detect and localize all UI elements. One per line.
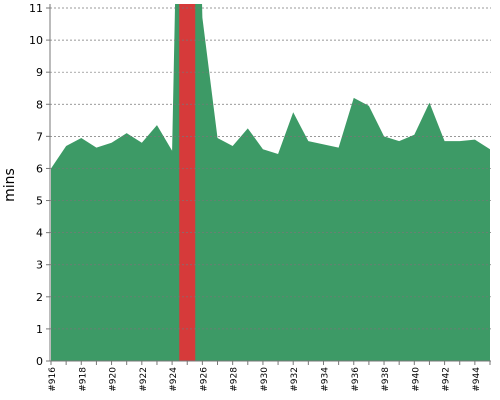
plot-area xyxy=(51,4,490,361)
x-tick-label: #942 xyxy=(442,367,452,392)
area xyxy=(51,4,490,361)
x-tick-label: #940 xyxy=(411,367,421,392)
x-tick-label: #924 xyxy=(169,367,179,392)
y-tick-label: 6 xyxy=(36,162,43,175)
y-tick-label: 7 xyxy=(36,130,43,143)
x-tick-label: #916 xyxy=(48,367,58,392)
y-tick-label: 10 xyxy=(29,34,43,47)
y-tick-label: 1 xyxy=(36,323,43,336)
y-tick-label: 5 xyxy=(36,195,43,208)
x-tick-label: #920 xyxy=(109,367,119,392)
x-tick-label: #922 xyxy=(139,367,149,392)
x-tick-label: #938 xyxy=(381,367,391,392)
x-tick-label: #944 xyxy=(472,367,482,392)
y-tick-label: 3 xyxy=(36,259,43,272)
y-tick-label: 11 xyxy=(29,2,43,15)
y-tick-label: 4 xyxy=(36,227,43,240)
x-tick-label: #930 xyxy=(260,367,270,392)
y-tick-label: 0 xyxy=(36,355,43,368)
x-tick-label: #936 xyxy=(351,367,361,392)
x-tick-label: #932 xyxy=(290,367,300,392)
y-tick-label: 9 xyxy=(36,66,43,79)
x-tick-label: #926 xyxy=(199,367,209,392)
highlight-band xyxy=(179,4,196,361)
y-axis-label: mins xyxy=(2,168,18,202)
y-tick-label: 2 xyxy=(36,291,43,304)
x-tick-label: #934 xyxy=(320,367,330,392)
y-tick-label: 8 xyxy=(36,98,43,111)
x-tick-label: #928 xyxy=(230,367,240,392)
x-tick-label: #918 xyxy=(78,367,88,392)
